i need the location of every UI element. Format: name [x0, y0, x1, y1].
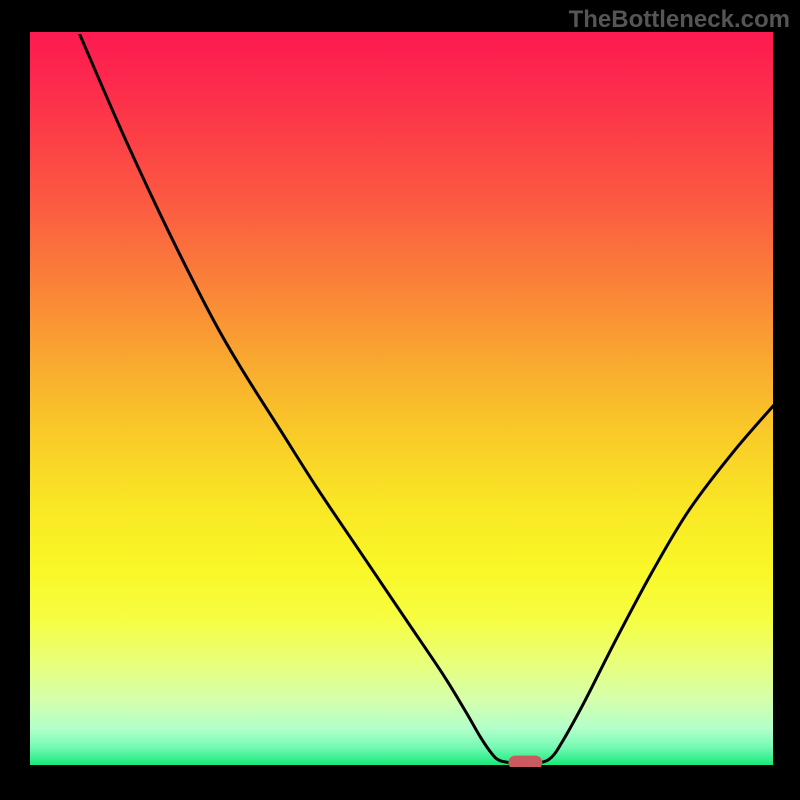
- bottleneck-curve: [80, 34, 778, 763]
- watermark: TheBottleneck.com: [569, 6, 790, 34]
- curve-layer: [35, 34, 778, 767]
- plot-area: [25, 30, 775, 770]
- chart-root: TheBottleneck.com: [0, 0, 800, 800]
- optimal-marker: [508, 756, 542, 767]
